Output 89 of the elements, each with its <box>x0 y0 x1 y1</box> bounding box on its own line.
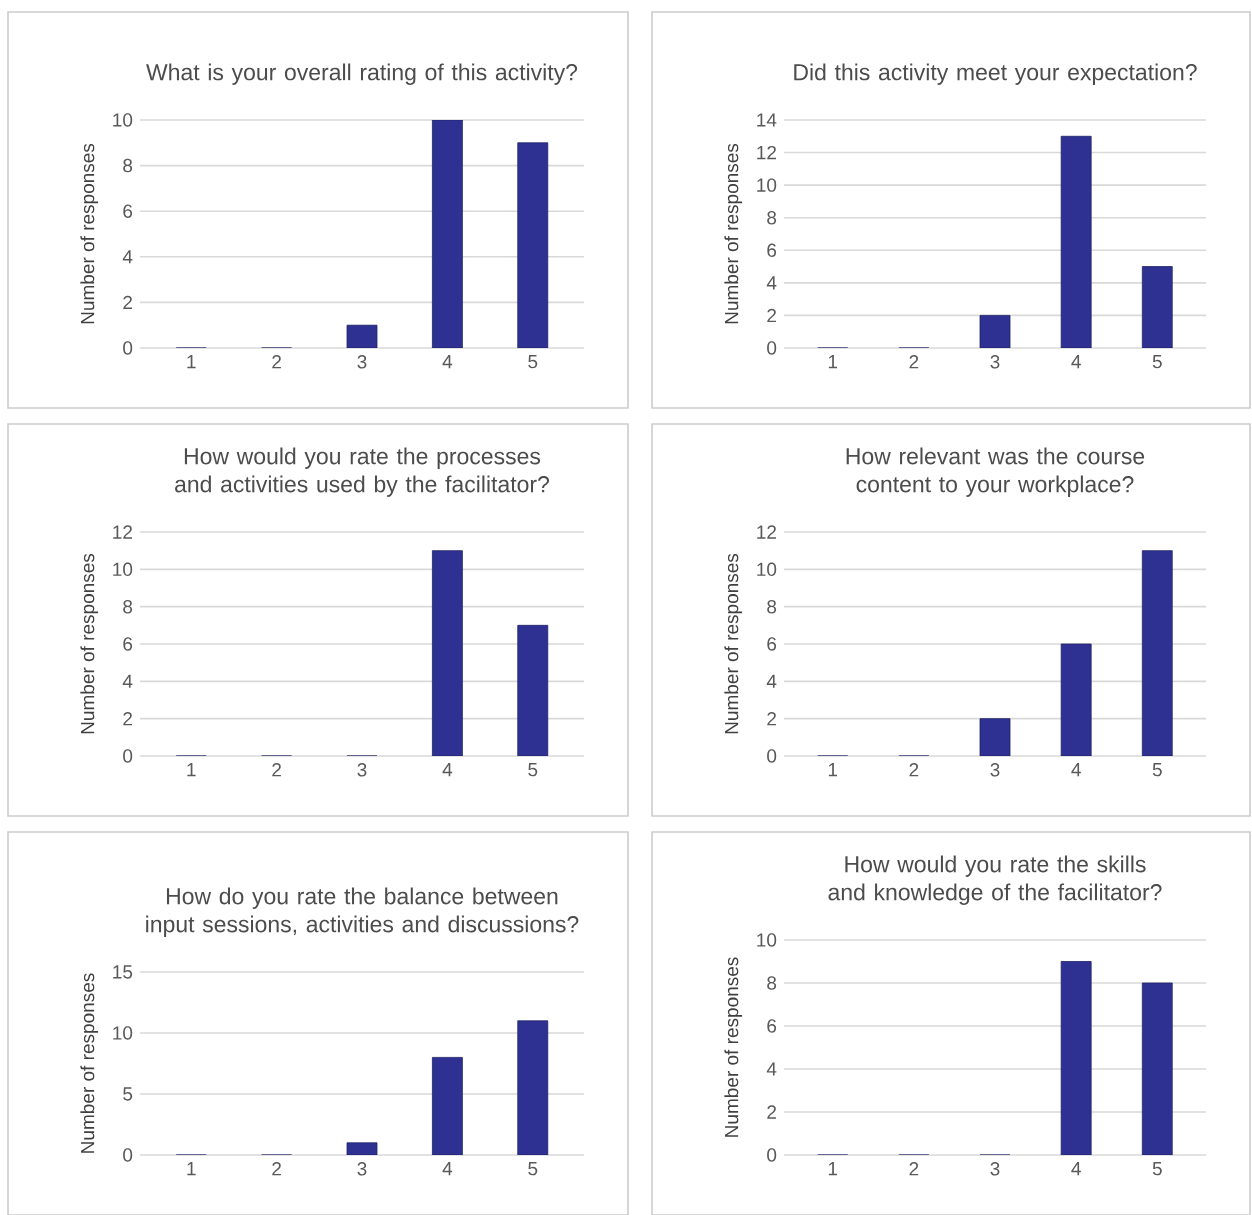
chart-title: What is your overall rating of this activity? <box>146 63 578 85</box>
x-tick-label: 2 <box>909 763 919 777</box>
bar <box>1060 135 1092 348</box>
x-tick-label: 4 <box>442 763 453 777</box>
chart-title: How would you rate the skills and knowledge of the facilitator? <box>828 855 1162 905</box>
y-tick-label: 8 <box>767 210 777 225</box>
y-tick-label: 14 <box>757 113 777 127</box>
x-tick-label: 3 <box>357 763 367 777</box>
chart-title: How relevant was the course content to your workplace? <box>846 447 1145 497</box>
x-tick-label: 1 <box>187 1162 196 1176</box>
y-tick-label: 12 <box>113 525 132 539</box>
y-tick-label: 2 <box>767 308 777 323</box>
x-tick-label: 3 <box>990 763 1000 777</box>
y-tick-label: 6 <box>767 1019 777 1033</box>
y-axis-title: Number of responses <box>724 143 743 324</box>
bar <box>431 1057 463 1155</box>
y-tick-label: 10 <box>757 178 777 192</box>
y-axis-title: Number of responses <box>80 143 99 324</box>
chart-title: Did this activity meet your expectation? <box>794 63 1197 85</box>
y-tick-label: 6 <box>767 637 777 651</box>
y-tick-label: 2 <box>767 1105 777 1119</box>
x-tick-label: 4 <box>442 1162 453 1176</box>
bar <box>1141 266 1173 348</box>
y-tick-label: 4 <box>122 674 133 688</box>
bar <box>979 718 1011 756</box>
x-tick-label: 4 <box>1071 1162 1081 1176</box>
x-tick-label: 1 <box>187 355 196 369</box>
chart-title: How do you rate the balance between input sessions, activities and discussions? <box>146 887 579 937</box>
bar <box>1060 643 1092 756</box>
y-tick-label: 10 <box>113 1026 133 1040</box>
x-tick-label: 3 <box>357 355 367 369</box>
x-tick-label: 4 <box>442 355 453 369</box>
y-tick-label: 4 <box>122 250 133 264</box>
x-tick-label: 4 <box>1071 763 1081 777</box>
y-tick-label: 0 <box>123 341 133 355</box>
x-tick-label: 5 <box>528 763 538 777</box>
x-tick-label: 3 <box>990 1162 1000 1176</box>
x-tick-label: 5 <box>1152 355 1162 369</box>
x-tick-label: 5 <box>528 1162 538 1176</box>
y-tick-label: 0 <box>123 749 133 763</box>
y-tick-label: 0 <box>123 1148 133 1162</box>
y-tick-label: 0 <box>767 749 777 763</box>
x-tick-label: 1 <box>828 763 838 777</box>
y-tick-label: 6 <box>123 637 133 651</box>
x-tick-label: 5 <box>528 355 538 369</box>
x-tick-label: 2 <box>909 355 919 369</box>
chart-title: How would you rate the processes and activities used by the facilitator? <box>175 447 549 497</box>
x-tick-label: 2 <box>909 1162 919 1176</box>
y-tick-label: 6 <box>123 204 133 218</box>
y-tick-label: 8 <box>767 976 777 990</box>
x-tick-label: 2 <box>272 355 281 369</box>
bar <box>517 1020 549 1155</box>
x-tick-label: 2 <box>272 763 281 777</box>
y-tick-label: 0 <box>767 341 777 355</box>
bar <box>1141 550 1173 756</box>
y-axis-title: Number of responses <box>80 553 99 734</box>
y-axis-title: Number of responses <box>724 553 743 734</box>
y-tick-label: 8 <box>123 599 133 614</box>
y-tick-label: 6 <box>767 243 777 257</box>
x-tick-label: 1 <box>828 355 838 369</box>
y-tick-label: 10 <box>113 113 133 127</box>
y-tick-label: 12 <box>757 145 776 160</box>
y-tick-label: 10 <box>757 933 777 947</box>
y-tick-label: 15 <box>113 965 133 979</box>
x-tick-label: 5 <box>1152 1162 1162 1176</box>
y-axis-title: Number of responses <box>724 957 743 1137</box>
bar <box>517 142 549 348</box>
y-tick-label: 12 <box>757 525 776 539</box>
y-tick-label: 8 <box>767 599 777 614</box>
x-tick-label: 1 <box>187 763 196 777</box>
bar <box>431 119 463 348</box>
y-tick-label: 8 <box>123 158 133 173</box>
x-tick-label: 3 <box>357 1162 367 1176</box>
y-tick-label: 4 <box>766 276 777 290</box>
y-tick-label: 10 <box>113 562 133 577</box>
y-tick-label: 2 <box>123 712 132 726</box>
x-tick-label: 3 <box>990 355 1000 369</box>
y-tick-label: 10 <box>757 562 777 577</box>
y-tick-label: 2 <box>123 295 132 310</box>
x-tick-label: 4 <box>1071 355 1081 369</box>
x-tick-label: 2 <box>272 1162 281 1176</box>
y-tick-label: 2 <box>767 712 777 726</box>
x-tick-label: 1 <box>828 1162 838 1176</box>
y-tick-label: 0 <box>767 1148 777 1162</box>
y-tick-label: 4 <box>766 674 777 688</box>
y-tick-label: 4 <box>766 1062 777 1076</box>
y-axis-title: Number of responses <box>80 973 99 1153</box>
y-tick-label: 5 <box>123 1087 133 1101</box>
x-tick-label: 5 <box>1152 763 1162 777</box>
